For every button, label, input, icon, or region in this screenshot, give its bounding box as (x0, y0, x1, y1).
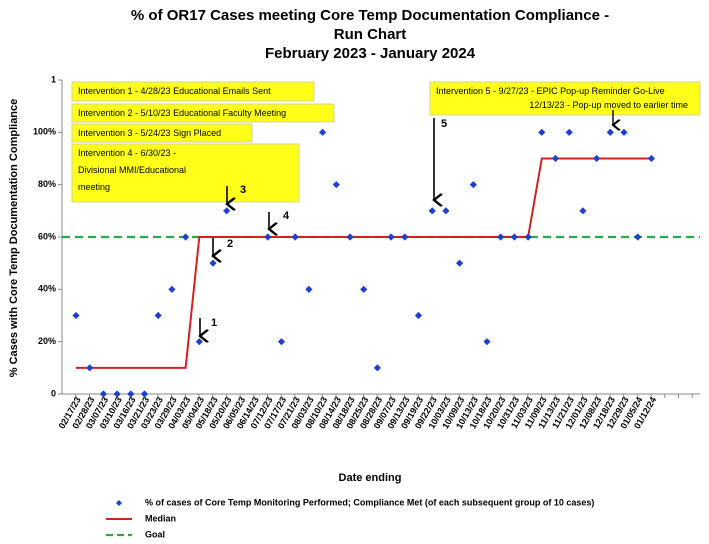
y-tick-label: 80% (38, 179, 56, 189)
data-point (647, 154, 655, 163)
data-point (579, 207, 587, 215)
data-point (319, 128, 327, 136)
legend-label: Median (145, 513, 176, 523)
data-point (168, 285, 176, 293)
y-tick-label: 100% (33, 127, 56, 137)
annotation-text: Intervention 3 - 5/24/23 Sign Placed (78, 128, 221, 138)
arrow-label: 3 (240, 184, 246, 196)
chart-title: % of OR17 Cases meeting Core Temp Docume… (131, 7, 609, 24)
data-point (373, 364, 381, 372)
data-point (606, 128, 614, 136)
data-point (620, 128, 628, 136)
y-tick-label: 0 (51, 388, 56, 398)
data-point (483, 338, 491, 346)
annotation-text: Intervention 2 - 5/10/23 Educational Fac… (78, 108, 286, 118)
data-point (593, 154, 601, 163)
annotation-box (71, 123, 253, 143)
data-point (551, 154, 560, 163)
y-tick-label: 20% (38, 336, 56, 346)
data-point (360, 285, 368, 293)
data-point (346, 233, 354, 241)
data-point (634, 233, 642, 241)
data-point (510, 233, 518, 241)
annotation-box (71, 103, 335, 123)
chart-title: Run Chart (334, 26, 407, 43)
data-point (182, 233, 190, 241)
data-point (456, 259, 464, 267)
data-point (264, 233, 272, 241)
legend-label: % of cases of Core Temp Monitoring Perfo… (145, 497, 594, 507)
data-point (113, 390, 121, 398)
data-point (497, 233, 505, 241)
annotation-text: Intervention 4 - 6/30/23 - (78, 148, 176, 158)
annotation-box (429, 81, 701, 116)
data-point (442, 207, 450, 215)
legend-label: Goal (145, 529, 165, 539)
data-point (469, 181, 477, 189)
y-axis-label: % Cases with Core Temp Documentation Com… (8, 99, 20, 378)
data-point (538, 128, 546, 136)
data-point (524, 233, 532, 241)
annotation-box (71, 143, 300, 203)
data-point (332, 181, 340, 189)
arrow-label: 5 (441, 118, 447, 130)
arrow-label: 4 (283, 210, 290, 222)
annotation-box (71, 81, 315, 102)
data-point (291, 233, 299, 241)
annotation-text: Intervention 5 - 9/27/23 - EPIC Pop-up R… (436, 86, 665, 96)
data-point (414, 311, 423, 320)
data-point (140, 390, 149, 398)
annotation-text: Intervention 1 - 4/28/23 Educational Ema… (78, 86, 271, 96)
y-tick-label: 60% (38, 231, 56, 241)
data-point (428, 207, 436, 215)
annotation-text: meeting (78, 182, 110, 192)
arrow-label: 1 (211, 317, 217, 329)
arrow-label: 2 (227, 238, 233, 250)
data-point (387, 233, 395, 241)
data-point (72, 311, 80, 320)
x-axis-label: Date ending (339, 472, 402, 484)
legend-marker (116, 500, 122, 506)
data-point (305, 285, 313, 293)
data-point (565, 128, 573, 136)
data-point (127, 390, 135, 398)
data-point (154, 311, 162, 320)
annotation-text: 12/13/23 - Pop-up moved to earlier time (529, 100, 688, 110)
data-point (86, 364, 94, 372)
y-tick-label: 1 (51, 74, 56, 84)
data-point (99, 390, 107, 398)
data-point (401, 233, 409, 241)
chart-title: February 2023 - January 2024 (265, 45, 476, 62)
y-tick-label: 40% (38, 284, 56, 294)
annotation-text: Divisional MMI/Educational (78, 165, 186, 175)
data-point (277, 338, 286, 346)
